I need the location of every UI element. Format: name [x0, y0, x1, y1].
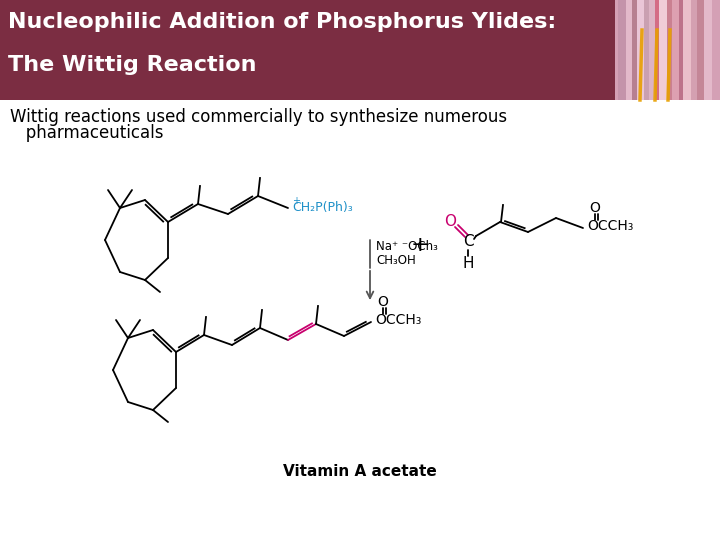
Bar [667, 0, 672, 100]
Bar [632, 0, 637, 100]
Text: Nucleophilic Addition of Phosphorus Ylides:: Nucleophilic Addition of Phosphorus Ylid… [8, 12, 557, 32]
Text: +: + [410, 235, 429, 255]
Text: +: + [292, 196, 300, 206]
Text: Vitamin A acetate: Vitamin A acetate [283, 464, 437, 480]
Bar [649, 0, 655, 100]
Text: OCCH₃: OCCH₃ [587, 219, 634, 233]
Text: H: H [462, 256, 474, 272]
Text: C: C [463, 234, 473, 249]
Text: O: O [590, 201, 600, 215]
Text: OCCH₃: OCCH₃ [375, 313, 421, 327]
Bar [679, 0, 683, 100]
Bar [659, 0, 667, 100]
Bar [618, 0, 626, 100]
Bar [0, 0, 720, 100]
Bar [626, 0, 632, 100]
Bar [615, 0, 720, 100]
Bar [704, 0, 712, 100]
Text: The Wittig Reaction: The Wittig Reaction [8, 55, 256, 75]
Bar [672, 0, 679, 100]
Text: Na⁺ ⁻OCh₃: Na⁺ ⁻OCh₃ [376, 240, 438, 253]
Bar [644, 0, 649, 100]
Text: O: O [377, 295, 388, 309]
Text: pharmaceuticals: pharmaceuticals [10, 124, 163, 142]
Bar [691, 0, 697, 100]
Text: CH₃OH: CH₃OH [376, 253, 415, 267]
Bar [655, 0, 659, 100]
Bar [697, 0, 704, 100]
Bar [637, 0, 644, 100]
Text: O: O [444, 214, 456, 230]
Bar [683, 0, 691, 100]
Text: Wittig reactions used commercially to synthesize numerous: Wittig reactions used commercially to sy… [10, 108, 507, 126]
Text: CH₂P(Ph)₃: CH₂P(Ph)₃ [292, 201, 353, 214]
